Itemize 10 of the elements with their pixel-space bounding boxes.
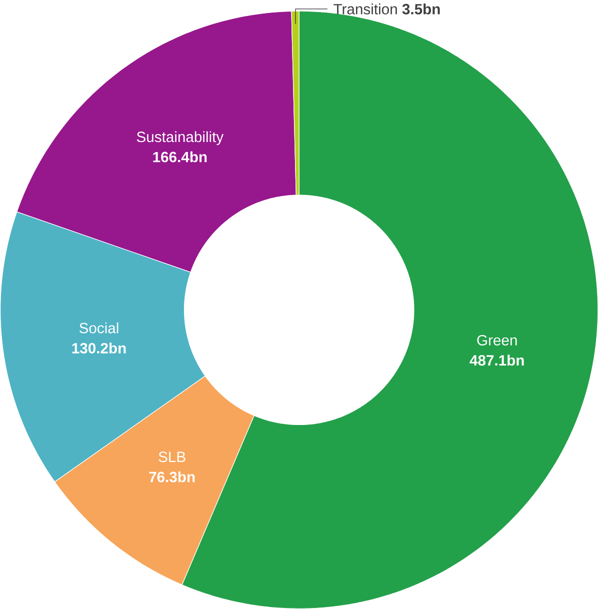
slice-label: Green xyxy=(477,334,517,346)
slice-label: Social xyxy=(79,322,118,334)
data-label: 3.5bn xyxy=(402,4,440,14)
data-label: 130.2bn xyxy=(72,342,126,354)
slice-label: Sustainability xyxy=(136,131,224,146)
data-label: 487.1bn xyxy=(470,354,524,366)
slice-label: SLB xyxy=(158,452,186,462)
slice-label: Transition xyxy=(334,4,397,14)
data-label: 166.4bn xyxy=(153,151,207,162)
data-label: 76.3bn xyxy=(149,471,195,482)
